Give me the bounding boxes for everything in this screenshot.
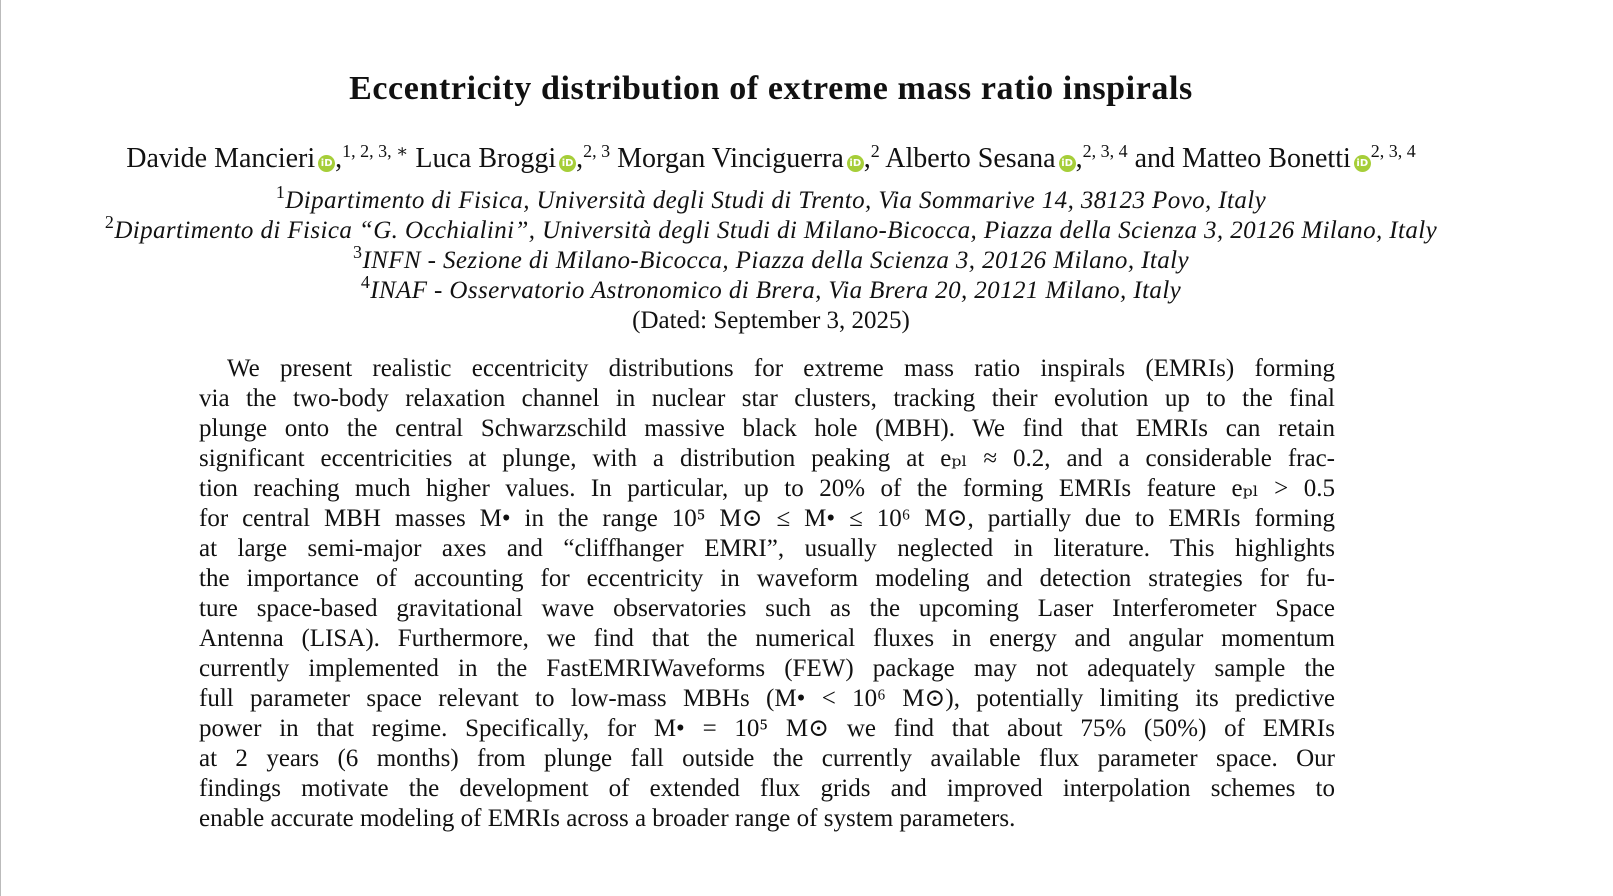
affiliation-mark: 1, 2, 3, ∗ (342, 141, 409, 161)
abstract-line: for central MBH masses M• in the range 1… (199, 505, 1335, 532)
affiliation: 1Dipartimento di Fisica, Università degl… (1, 183, 1541, 216)
conjunction: and (1134, 143, 1175, 174)
affiliation-text: INFN - Sezione di Milano-Bicocca, Piazza… (362, 247, 1189, 274)
affiliation: 3INFN - Sezione di Milano-Bicocca, Piazz… (1, 243, 1541, 276)
abstract-line: ture space-based gravitational wave obse… (199, 595, 1335, 622)
affiliation-number: 4 (360, 272, 371, 292)
abstract-line: We present realistic eccentricity distri… (227, 355, 1335, 382)
abstract-line: findings motivate the development of ext… (199, 775, 1335, 802)
abstract-line: at 2 years (6 months) from plunge fall o… (199, 745, 1335, 772)
abstract: We present realistic eccentricity distri… (199, 354, 1335, 834)
dated: (Dated: September 3, 2025) (632, 307, 910, 334)
orcid-icon: iD (1058, 155, 1076, 172)
abstract-line: the importance of accounting for eccentr… (199, 565, 1335, 592)
abstract-line: at large semi-major axes and “cliffhange… (199, 535, 1335, 562)
affiliation: 4INAF - Osservatorio Astronomico di Brer… (1, 273, 1541, 306)
abstract-line: enable accurate modeling of EMRIs across… (199, 805, 1016, 832)
abstract-line: plunge onto the central Schwarzschild ma… (199, 415, 1335, 442)
affiliation-text: Dipartimento di Fisica, Università degli… (285, 187, 1267, 214)
affiliation-mark: 2, 3, 4 (1370, 141, 1416, 161)
abstract-line: tion reaching much higher values. In par… (199, 475, 1335, 502)
affiliation-text: INAF - Osservatorio Astronomico di Brera… (370, 277, 1182, 304)
abstract-line: currently implemented in the FastEMRIWav… (199, 655, 1335, 682)
separator: , (576, 143, 584, 174)
orcid-icon: iD (1353, 155, 1371, 172)
affiliation-text: Dipartimento di Fisica “G. Occhialini”, … (114, 217, 1438, 244)
orcid-icon: iD (846, 155, 864, 172)
abstract-line: via the two-body relaxation channel in n… (199, 385, 1335, 412)
affiliation-mark: 2, 3 (583, 141, 611, 161)
affiliation-number: 3 (353, 242, 363, 262)
abstract-line: power in that regime. Specifically, for … (199, 715, 1335, 742)
separator: , (1075, 143, 1083, 174)
orcid-icon: iD (559, 155, 577, 172)
author-name: Luca Broggi (415, 143, 557, 174)
affiliation-mark: 2 (870, 141, 880, 161)
orcid-icon: iD (318, 155, 336, 172)
author-name: Morgan Vinciguerra (617, 143, 844, 174)
author-name: Davide Mancieri (126, 143, 316, 174)
abstract-line: significant eccentricities at plunge, wi… (199, 445, 1335, 472)
affiliation-list: 1Dipartimento di Fisica, Università degl… (1, 183, 1541, 336)
separator: , (863, 143, 871, 174)
author-name: Matteo Bonetti (1182, 143, 1351, 174)
author-list: Davide Mancieri iD,1, 2, 3, ∗ Luca Broggi… (1, 141, 1541, 175)
paper-title: Eccentricity distribution of extreme mas… (349, 70, 1193, 107)
affiliation: 2Dipartimento di Fisica “G. Occhialini”,… (1, 213, 1541, 246)
affiliation-number: 1 (275, 182, 286, 202)
separator: , (335, 143, 343, 174)
abstract-line: full parameter space relevant to low-mas… (199, 685, 1335, 712)
abstract-line: Antenna (LISA). Furthermore, we find tha… (199, 625, 1335, 652)
author-name: Alberto Sesana (885, 143, 1056, 174)
affiliation-mark: 2, 3, 4 (1082, 141, 1128, 161)
affiliation-number: 2 (104, 212, 115, 232)
